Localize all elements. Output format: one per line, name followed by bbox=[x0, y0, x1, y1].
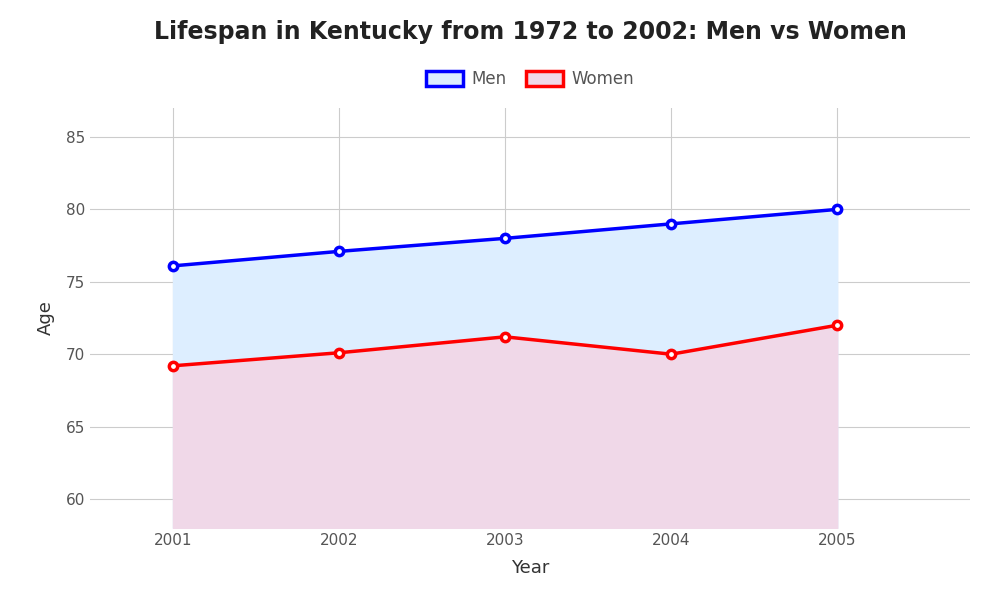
Y-axis label: Age: Age bbox=[37, 301, 55, 335]
Title: Lifespan in Kentucky from 1972 to 2002: Men vs Women: Lifespan in Kentucky from 1972 to 2002: … bbox=[154, 20, 906, 44]
Legend: Men, Women: Men, Women bbox=[418, 62, 642, 97]
X-axis label: Year: Year bbox=[511, 559, 549, 577]
